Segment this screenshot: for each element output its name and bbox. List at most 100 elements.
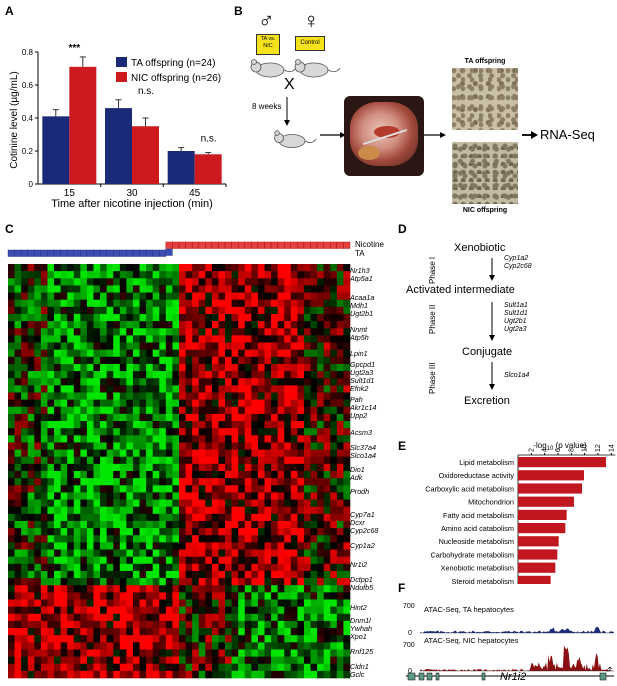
heatmap-cell — [257, 570, 265, 579]
heatmap-cell — [330, 549, 338, 557]
heatmap-cell — [34, 371, 42, 379]
heatmap-cell — [54, 371, 61, 379]
heatmap-cell — [113, 613, 121, 622]
heatmap-cell — [297, 371, 305, 379]
heatmap-cell — [277, 520, 285, 529]
heatmap-cell — [336, 506, 344, 515]
gene-label: Dcxr — [350, 518, 365, 527]
heatmap-cell — [159, 463, 167, 472]
heatmap-cell — [284, 670, 292, 679]
heatmap-cell — [310, 478, 318, 486]
heatmap-cell — [113, 271, 121, 279]
heatmap-cell — [172, 642, 180, 650]
heatmap-cell — [60, 442, 68, 450]
heatmap-cell — [317, 620, 324, 629]
heatmap-cell — [113, 663, 121, 672]
heatmap-cell — [218, 363, 226, 372]
heatmap-cell — [47, 435, 55, 443]
heatmap-cell — [126, 271, 134, 279]
heatmap-cell — [47, 285, 55, 293]
heatmap-cell — [271, 542, 278, 550]
heatmap-cell — [60, 620, 68, 629]
heatmap-cell — [277, 313, 285, 322]
heatmap-cell — [336, 635, 344, 643]
heatmap-cell — [86, 513, 94, 522]
heatmap-cell — [277, 335, 285, 343]
heatmap-cell — [159, 349, 167, 358]
heatmap-cell — [21, 563, 29, 572]
heatmap-cell — [8, 485, 15, 493]
heatmap-cell — [146, 363, 153, 372]
heatmap-cell — [126, 485, 134, 493]
heatmap-cell — [251, 492, 259, 500]
heatmap-cell — [185, 492, 193, 500]
heatmap-cell — [323, 406, 331, 415]
heatmap-cell — [303, 492, 311, 500]
heatmap-cell — [271, 299, 278, 308]
heatmap-cell — [93, 278, 101, 286]
heatmap-cell — [330, 478, 338, 486]
heatmap-cell — [310, 620, 318, 629]
heatmap-cell — [86, 492, 94, 500]
heatmap-cell — [238, 620, 246, 629]
heatmap-cell — [271, 278, 278, 286]
heatmap-cell — [80, 313, 88, 322]
heatmap-cell — [310, 392, 318, 400]
heatmap-cell — [336, 542, 344, 550]
heatmap-cell — [100, 435, 107, 443]
heatmap-cell — [106, 663, 114, 672]
heatmap-cell — [225, 306, 232, 315]
heatmap-cell — [271, 371, 278, 379]
heatmap-cell — [284, 578, 292, 586]
heatmap-cell — [86, 663, 94, 672]
heatmap-cell — [139, 285, 147, 293]
heatmap-cell — [21, 449, 29, 458]
heatmap-cell — [257, 535, 265, 543]
heatmap-cell — [205, 670, 213, 679]
heatmap-cell — [336, 413, 344, 422]
pathway-arrows — [489, 258, 495, 390]
heatmap-cell — [93, 471, 101, 479]
heatmap-cell — [336, 328, 344, 336]
heatmap-cell — [54, 542, 61, 550]
heatmap-cell — [277, 528, 285, 536]
heatmap-cell — [67, 442, 75, 450]
heatmap-cell — [100, 599, 107, 607]
heatmap-cell — [132, 406, 140, 415]
heatmap-cell — [113, 363, 121, 372]
heatmap-cell — [159, 492, 167, 500]
heatmap-cell — [146, 371, 153, 379]
heatmap-cell — [244, 578, 252, 586]
heatmap-cell — [290, 556, 298, 565]
heatmap-cell — [47, 321, 55, 329]
heatmap-cell — [119, 606, 127, 615]
heatmap-cell — [198, 264, 206, 272]
heatmap-cell — [113, 570, 121, 579]
heatmap-cell — [343, 378, 351, 386]
heatmap-cell — [310, 306, 318, 315]
heatmap-cell — [159, 585, 167, 593]
panel-a-bar — [42, 116, 70, 184]
heatmap-cell — [317, 471, 324, 479]
heatmap-cell — [317, 478, 324, 486]
heatmap-cell — [14, 585, 22, 593]
heatmap-cell — [271, 313, 278, 322]
heatmap-cell — [113, 471, 121, 479]
heatmap-cell — [251, 421, 259, 429]
heatmap-cell — [60, 421, 68, 429]
heatmap-cell — [323, 656, 331, 665]
heatmap-cell — [119, 463, 127, 472]
heatmap-cell — [14, 378, 22, 386]
heatmap-cell — [238, 485, 246, 493]
heatmap-cell — [60, 449, 68, 458]
heatmap-cell — [218, 563, 226, 572]
heatmap-cell — [297, 613, 305, 622]
heatmap-cell — [146, 599, 153, 607]
heatmap-cell — [192, 385, 200, 393]
heatmap-cell — [146, 635, 153, 643]
heatmap-cell — [257, 278, 265, 286]
heatmap-cell — [54, 556, 61, 565]
heatmap-cell — [159, 670, 167, 679]
heatmap-cell — [47, 585, 55, 593]
heatmap-cell — [8, 478, 15, 486]
